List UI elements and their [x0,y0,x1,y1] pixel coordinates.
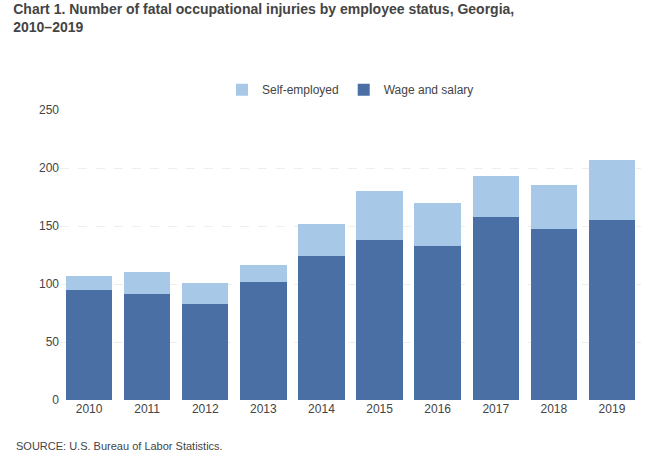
svg-text:50: 50 [46,335,60,349]
svg-text:SOURCE: U.S. Bureau of Labor S: SOURCE: U.S. Bureau of Labor Statistics. [16,440,223,452]
svg-text:Chart 1. Number of fatal occup: Chart 1. Number of fatal occupational in… [13,1,514,35]
svg-text:2013: 2013 [250,402,277,416]
svg-text:2014: 2014 [308,402,335,416]
svg-text:0: 0 [52,393,59,407]
svg-text:250: 250 [39,103,59,117]
svg-text:2017: 2017 [482,402,509,416]
svg-text:Self-employed: Self-employed [262,83,339,97]
svg-text:150: 150 [39,219,59,233]
svg-text:Wage and salary: Wage and salary [384,83,474,97]
svg-text:2010: 2010 [76,402,103,416]
svg-text:2011: 2011 [134,402,160,416]
svg-text:2015: 2015 [366,402,393,416]
svg-text:2019: 2019 [599,402,626,416]
svg-text:2016: 2016 [424,402,451,416]
svg-text:100: 100 [39,277,59,291]
svg-text:2012: 2012 [192,402,219,416]
svg-text:2018: 2018 [540,402,567,416]
svg-text:200: 200 [39,161,59,175]
